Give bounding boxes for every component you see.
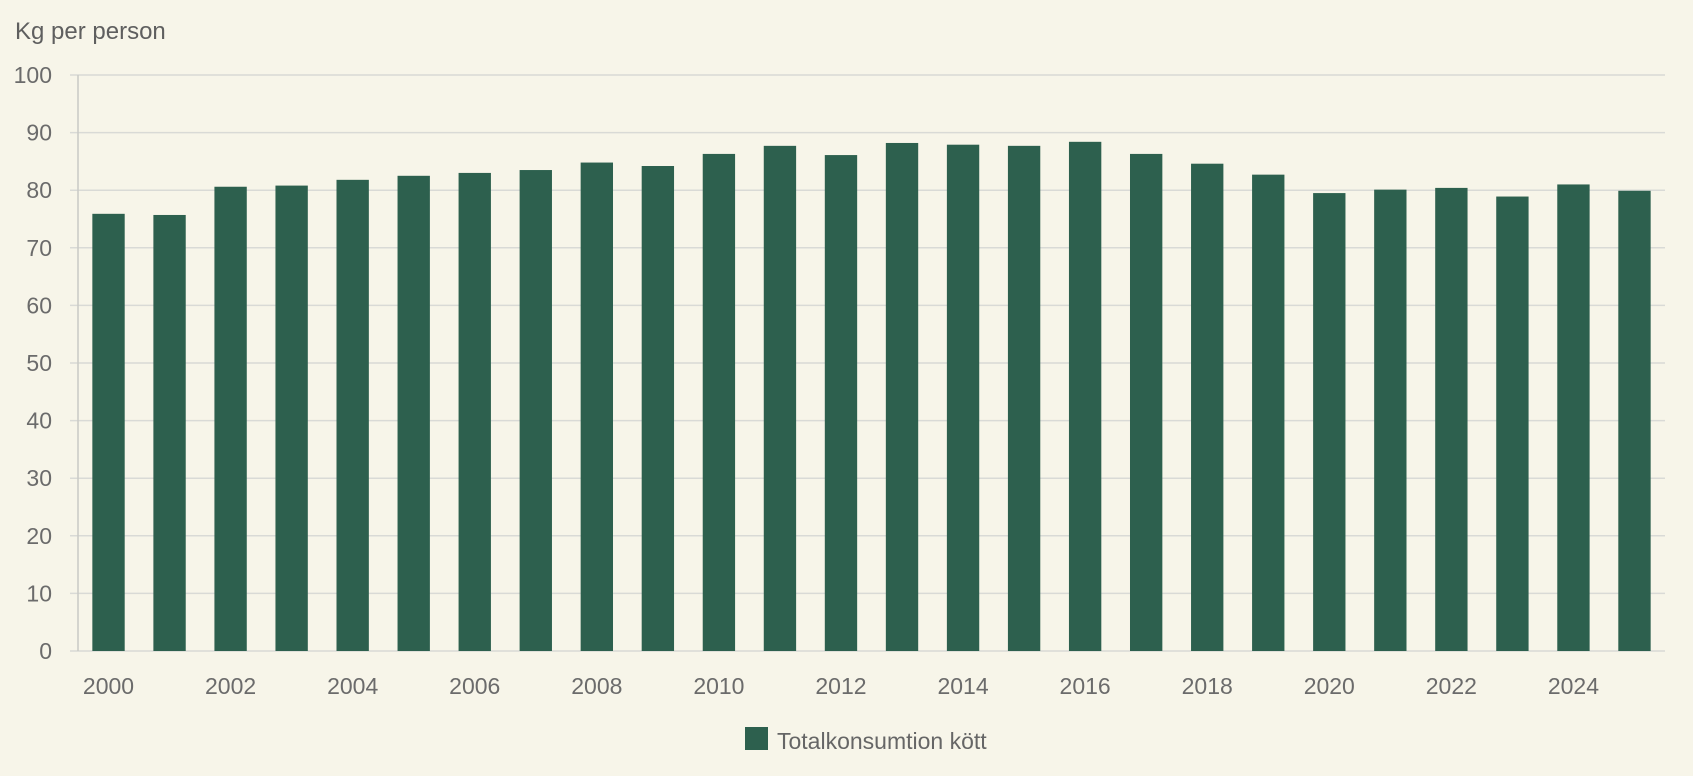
bar-2018[interactable] (1191, 163, 1224, 652)
bar-2000[interactable] (92, 213, 125, 652)
y-tick-label: 100 (14, 62, 52, 88)
x-tick-label: 2002 (205, 673, 256, 699)
x-tick-label: 2006 (449, 673, 500, 699)
x-tick-label: 2014 (937, 673, 988, 699)
bar-2025[interactable] (1618, 190, 1651, 651)
bar-2008[interactable] (580, 162, 614, 651)
bar-2007[interactable] (519, 170, 552, 652)
y-axis-ticks: 0 10 20 30 40 50 60 70 80 90 100 (14, 62, 52, 664)
bar-2006[interactable] (458, 172, 491, 652)
x-tick-label: 2018 (1182, 673, 1233, 699)
y-tick-label: 30 (26, 465, 52, 491)
bars (92, 141, 1651, 652)
x-tick-label: 2022 (1426, 673, 1477, 699)
bar-2017[interactable] (1129, 153, 1163, 652)
bar-2001[interactable] (153, 214, 186, 651)
bar-2014[interactable] (946, 144, 980, 652)
bar-2015[interactable] (1007, 145, 1041, 651)
bar-2010[interactable] (702, 153, 736, 652)
y-tick-label: 0 (39, 638, 52, 664)
bar-2012[interactable] (824, 155, 858, 651)
x-tick-label: 2000 (83, 673, 134, 699)
x-tick-label: 2024 (1548, 673, 1599, 699)
x-axis-ticks: 2000 2002 2004 2006 2008 2010 2012 2014 2016 2018… (83, 673, 1599, 699)
x-tick-label: 2004 (327, 673, 378, 699)
x-tick-label: 2010 (693, 673, 744, 699)
bar-2023[interactable] (1496, 196, 1529, 651)
y-tick-label: 10 (26, 580, 52, 606)
bar-2021[interactable] (1374, 189, 1407, 651)
x-tick-label: 2008 (571, 673, 622, 699)
y-tick-label: 90 (26, 120, 52, 146)
bar-2016[interactable] (1068, 141, 1102, 652)
x-tick-label: 2016 (1060, 673, 1111, 699)
bar-2013[interactable] (885, 142, 919, 651)
y-tick-label: 70 (26, 235, 52, 261)
x-tick-label: 2012 (815, 673, 866, 699)
bar-2020[interactable] (1313, 193, 1346, 651)
legend[interactable]: Totalkonsumtion kött (745, 727, 987, 754)
bar-2022[interactable] (1435, 187, 1468, 651)
grid-lines (70, 74, 1665, 652)
y-axis-title: Kg per person (15, 18, 166, 45)
bar-2005[interactable] (397, 175, 430, 652)
bar-2009[interactable] (641, 166, 675, 651)
y-tick-label: 20 (26, 523, 52, 549)
bar-2011[interactable] (763, 145, 797, 651)
y-tick-label: 40 (26, 408, 52, 434)
bar-2004[interactable] (336, 179, 369, 651)
legend-label: Totalkonsumtion kött (777, 728, 987, 754)
y-tick-label: 50 (26, 350, 52, 376)
bar-2002[interactable] (214, 186, 247, 651)
y-tick-label: 80 (26, 177, 52, 203)
x-tick-label: 2020 (1304, 673, 1355, 699)
legend-swatch (745, 727, 768, 750)
bar-2003[interactable] (275, 185, 308, 652)
bar-2024[interactable] (1557, 184, 1590, 651)
y-tick-label: 60 (26, 292, 52, 318)
bar-2019[interactable] (1252, 174, 1285, 651)
